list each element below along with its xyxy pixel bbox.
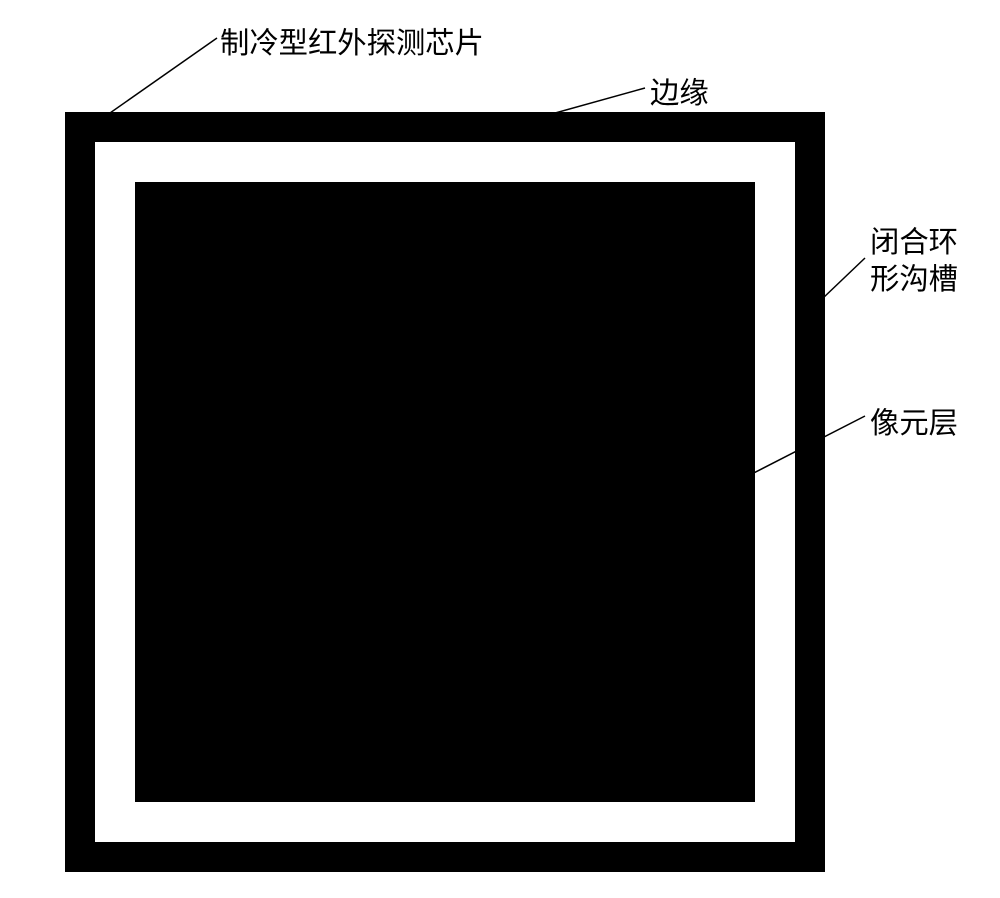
label-edge: 边缘 xyxy=(650,70,709,112)
label-groove-line1: 闭合环 xyxy=(870,227,958,259)
label-groove-line2: 形沟槽 xyxy=(870,264,958,296)
label-groove: 闭合环 形沟槽 xyxy=(870,225,958,298)
leader-pixel-layer xyxy=(740,416,865,480)
label-pixel-layer: 像元层 xyxy=(870,400,958,442)
leader-lines xyxy=(0,0,1000,898)
label-chip-title-text: 制冷型红外探测芯片 xyxy=(220,28,484,60)
label-chip-title: 制冷型红外探测芯片 xyxy=(220,20,484,62)
label-pixel-layer-text: 像元层 xyxy=(870,408,958,440)
leader-edge xyxy=(530,88,645,120)
label-edge-text: 边缘 xyxy=(650,78,709,110)
leader-title xyxy=(100,38,217,120)
leader-groove xyxy=(800,258,865,320)
